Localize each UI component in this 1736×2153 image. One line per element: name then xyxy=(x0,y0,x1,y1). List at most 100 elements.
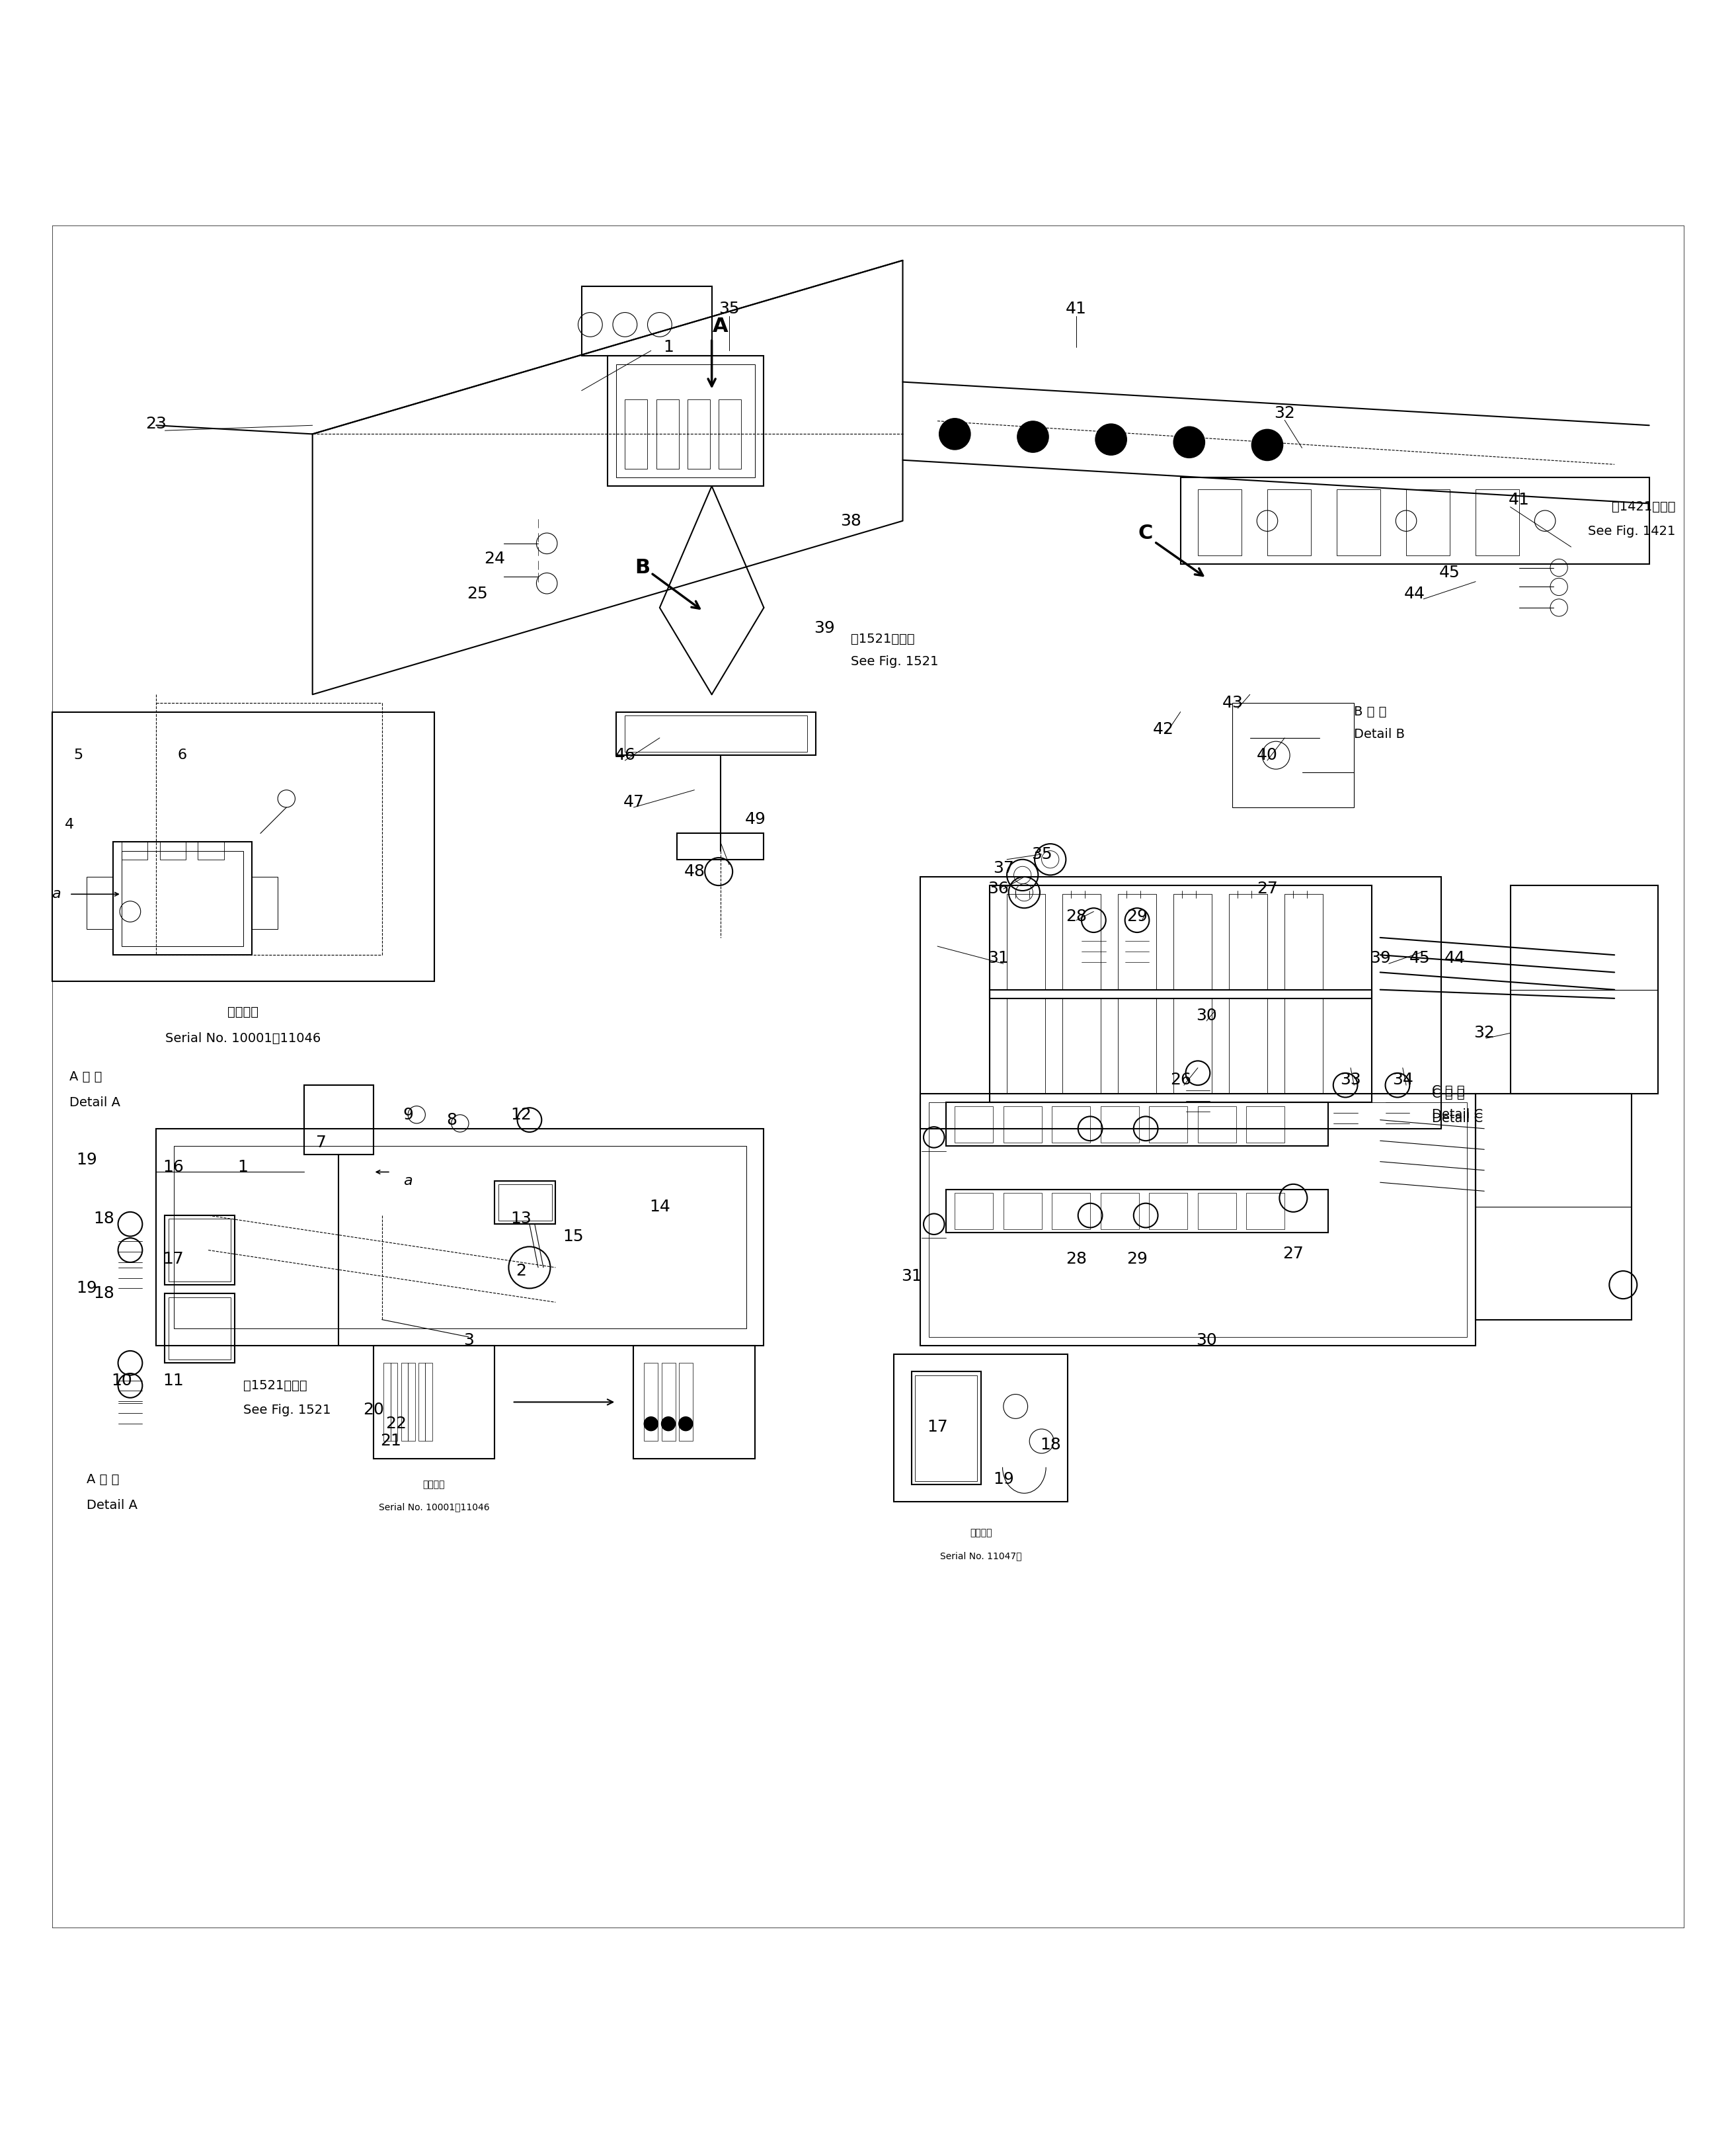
Bar xyxy=(920,1094,1476,1346)
Text: 19: 19 xyxy=(993,1470,1014,1488)
Text: 適用号機: 適用号機 xyxy=(227,1005,259,1018)
Text: 2: 2 xyxy=(516,1264,526,1279)
Bar xyxy=(498,1184,552,1221)
Bar xyxy=(168,1296,231,1359)
Text: 3: 3 xyxy=(464,1333,474,1348)
Text: 44: 44 xyxy=(1404,586,1425,601)
Text: 32: 32 xyxy=(1274,405,1295,422)
Text: 39: 39 xyxy=(814,620,835,637)
Text: 48: 48 xyxy=(684,863,705,881)
Text: 14: 14 xyxy=(649,1199,670,1214)
Text: 40: 40 xyxy=(1257,747,1278,762)
Text: 28: 28 xyxy=(1066,909,1087,924)
Text: 1: 1 xyxy=(238,1158,248,1176)
Text: Detail A: Detail A xyxy=(87,1498,137,1511)
Text: 26: 26 xyxy=(1170,1072,1191,1087)
Bar xyxy=(1285,893,1323,990)
Text: 30: 30 xyxy=(1196,1333,1217,1348)
Text: 適用号機: 適用号機 xyxy=(424,1479,444,1490)
Text: 45: 45 xyxy=(1439,564,1460,581)
Bar xyxy=(168,1219,231,1281)
Text: 34: 34 xyxy=(1392,1072,1413,1087)
Bar xyxy=(1174,999,1212,1094)
Bar xyxy=(1229,893,1267,990)
Bar xyxy=(625,398,648,469)
Bar xyxy=(1198,1107,1236,1143)
Text: 16: 16 xyxy=(163,1158,184,1176)
Text: 38: 38 xyxy=(840,512,861,530)
Bar xyxy=(87,876,113,928)
Text: 31: 31 xyxy=(901,1268,922,1283)
Bar xyxy=(1003,1107,1042,1143)
Text: 15: 15 xyxy=(562,1229,583,1244)
Bar xyxy=(1233,704,1354,807)
Circle shape xyxy=(644,1417,658,1432)
Bar xyxy=(418,1363,432,1440)
Text: 第1421図参照: 第1421図参照 xyxy=(1611,502,1675,512)
Text: 27: 27 xyxy=(1257,881,1278,898)
Text: 24: 24 xyxy=(484,551,505,566)
Bar xyxy=(915,1376,977,1481)
Text: A 詳 細: A 詳 細 xyxy=(69,1070,102,1083)
Bar xyxy=(1174,893,1212,990)
Bar xyxy=(1149,1107,1187,1143)
Bar xyxy=(1007,893,1045,990)
Text: Serial No. 10001～11046: Serial No. 10001～11046 xyxy=(165,1031,321,1044)
Bar xyxy=(946,1102,1328,1145)
Text: 第1521図参照: 第1521図参照 xyxy=(243,1380,307,1391)
Text: 21: 21 xyxy=(380,1434,401,1449)
Text: 41: 41 xyxy=(1509,493,1529,508)
Circle shape xyxy=(1095,424,1127,454)
Text: 7: 7 xyxy=(316,1135,326,1150)
Text: 47: 47 xyxy=(623,794,644,810)
Bar xyxy=(156,1128,764,1346)
Bar xyxy=(198,842,224,859)
Bar xyxy=(304,1085,373,1154)
Text: B 詳 細: B 詳 細 xyxy=(1354,706,1387,719)
Bar xyxy=(1476,489,1519,555)
Bar xyxy=(1118,893,1156,990)
Text: 18: 18 xyxy=(94,1210,115,1227)
Bar xyxy=(122,842,148,859)
Bar xyxy=(174,1145,746,1328)
Text: 17: 17 xyxy=(927,1419,948,1436)
Text: 35: 35 xyxy=(719,301,740,316)
Bar xyxy=(1406,489,1450,555)
Bar xyxy=(1337,489,1380,555)
Text: a: a xyxy=(403,1173,413,1186)
Text: 19: 19 xyxy=(76,1152,97,1167)
Text: 11: 11 xyxy=(163,1371,184,1389)
Text: 37: 37 xyxy=(993,861,1014,876)
Text: 33: 33 xyxy=(1340,1072,1361,1087)
Bar xyxy=(384,1363,398,1440)
Bar xyxy=(1246,1107,1285,1143)
Text: 44: 44 xyxy=(1444,949,1465,967)
Text: A 詳 細: A 詳 細 xyxy=(87,1473,120,1486)
Circle shape xyxy=(661,1417,675,1432)
Text: 23: 23 xyxy=(146,416,167,431)
Bar xyxy=(687,398,710,469)
Text: See Fig. 1421: See Fig. 1421 xyxy=(1588,525,1675,538)
Bar xyxy=(401,1363,415,1440)
Text: 36: 36 xyxy=(988,881,1009,898)
Bar xyxy=(1062,999,1101,1094)
Bar xyxy=(911,1371,981,1486)
Text: 22: 22 xyxy=(385,1417,406,1432)
Text: Detail A: Detail A xyxy=(69,1096,120,1109)
Circle shape xyxy=(1252,428,1283,461)
Bar xyxy=(1285,999,1323,1094)
Circle shape xyxy=(679,1417,693,1432)
Text: Detail C: Detail C xyxy=(1432,1109,1483,1122)
Bar xyxy=(990,885,1371,999)
Bar xyxy=(582,286,712,355)
Text: 18: 18 xyxy=(1040,1436,1061,1453)
Bar xyxy=(1510,885,1658,1094)
Bar xyxy=(165,1216,234,1285)
Bar xyxy=(160,842,186,859)
Text: 35: 35 xyxy=(1031,846,1052,861)
Text: 17: 17 xyxy=(163,1251,184,1266)
Text: 43: 43 xyxy=(1222,695,1243,710)
Text: 45: 45 xyxy=(1410,949,1430,967)
Text: 46: 46 xyxy=(615,747,635,762)
Text: 適用号機: 適用号機 xyxy=(970,1529,991,1537)
